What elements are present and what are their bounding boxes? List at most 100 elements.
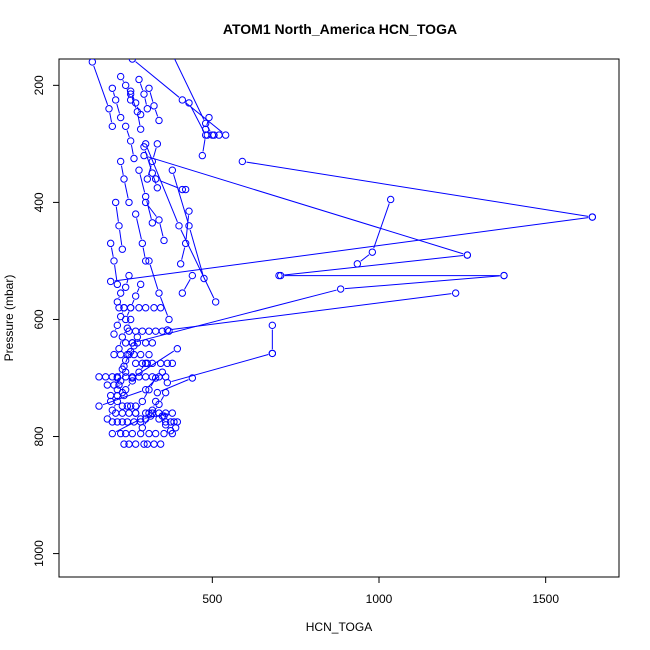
- series-46-segment-1: [113, 404, 116, 407]
- series-51-point-2: [158, 368, 167, 376]
- series-32-segment-0: [114, 265, 118, 281]
- data-point-27: [125, 409, 133, 417]
- series-40-point-2: [131, 292, 140, 300]
- data-point-62: [116, 350, 125, 359]
- data-point-11: [145, 429, 153, 438]
- series-36-point-1: [131, 99, 140, 107]
- series-38-point-0: [145, 84, 153, 92]
- data-point-78: [141, 304, 150, 312]
- series-35-point-1: [121, 81, 130, 90]
- series-19-segment-1: [185, 215, 190, 240]
- series-26-point-0: [141, 257, 150, 265]
- series-23-segment-0: [159, 223, 164, 237]
- series-40-segment-1: [131, 299, 135, 305]
- data-point-43: [95, 373, 103, 381]
- series-47-point-2: [135, 368, 143, 376]
- series-24-point-1: [148, 169, 157, 177]
- series-9-point-0: [188, 374, 197, 382]
- series-34-point-2: [116, 113, 125, 122]
- data-point-74: [115, 304, 123, 312]
- data-point-16: [108, 418, 117, 426]
- series-17-point-0: [200, 274, 208, 283]
- series-0-point-0: [386, 195, 395, 204]
- data-point-54: [131, 359, 140, 368]
- data-point-70: [145, 327, 153, 335]
- series-0-point-1: [368, 248, 377, 256]
- x-tick-label-1: 1000: [366, 592, 393, 606]
- series-16-segment-1: [146, 147, 178, 223]
- series-38-point-2: [155, 116, 163, 125]
- series-30-point-2: [116, 157, 125, 166]
- series-12-point-0: [198, 151, 207, 160]
- data-point-55: [138, 359, 147, 368]
- series-30-point-0: [125, 198, 133, 207]
- series-36-point-2: [136, 110, 145, 119]
- series-47-segment-0: [127, 383, 131, 387]
- data-point-45: [108, 373, 117, 381]
- series-48-point-3: [151, 374, 160, 382]
- series-11-point-2: [128, 59, 137, 63]
- data-point-28: [131, 409, 140, 417]
- series-9-point-1: [153, 388, 162, 397]
- data-point-56: [143, 359, 152, 368]
- series-46-point-2: [113, 397, 122, 406]
- series-5-point-1: [336, 285, 345, 293]
- series-15-point-1: [201, 119, 210, 128]
- series-16-point-0: [211, 298, 220, 306]
- series-28-point-0: [136, 125, 145, 133]
- series-27-segment-1: [153, 147, 157, 158]
- series-0-point-2: [353, 260, 362, 268]
- series-33-point-2: [108, 122, 117, 131]
- data-point-41: [110, 381, 118, 389]
- data-point-42: [115, 381, 123, 389]
- plot-area: [58, 58, 620, 578]
- series-18-point-2: [151, 175, 160, 183]
- series-6-point-1: [163, 326, 172, 334]
- series-41-point-1: [113, 321, 122, 330]
- series-17-point-2: [168, 166, 177, 174]
- series-42-point-3: [126, 315, 135, 324]
- series-0-segment-0: [373, 203, 390, 249]
- data-point-59: [163, 359, 172, 368]
- data-point-65: [136, 350, 145, 359]
- series-29-segment-1: [126, 130, 130, 138]
- series-20-point-1: [188, 271, 197, 280]
- series-3-segment-0: [283, 255, 464, 276]
- series-20-segment-0: [183, 278, 191, 290]
- series-42-segment-1: [123, 331, 126, 334]
- series-42-segment-0: [119, 340, 122, 345]
- y-tick-label-4: 1000: [32, 540, 46, 567]
- series-48-segment-1: [143, 393, 148, 399]
- series-37-point-2: [143, 105, 152, 113]
- series-40-segment-0: [126, 311, 130, 316]
- series-50-point-3: [141, 339, 150, 347]
- series-19-segment-0: [181, 247, 186, 260]
- data-point-69: [138, 327, 147, 335]
- series-48-point-1: [138, 397, 147, 406]
- series-22-point-1: [155, 289, 163, 297]
- y-tick-label-1: 400: [32, 192, 46, 212]
- series-43-segment-0: [125, 358, 128, 363]
- series-38-segment-0: [149, 92, 154, 102]
- data-point-82: [161, 418, 170, 426]
- series-50-point-2: [133, 339, 142, 347]
- data-point-40: [103, 381, 112, 389]
- series-52-point-2: [168, 409, 177, 417]
- series-18-point-0: [181, 185, 190, 194]
- series-41-point-0: [110, 330, 118, 338]
- series-26-segment-1: [136, 218, 142, 240]
- data-point-6: [156, 440, 165, 448]
- series-36-point-0: [126, 87, 135, 95]
- data-point-71: [151, 327, 160, 335]
- series-16-segment-0: [180, 229, 215, 299]
- y-axis: 200 400 600 800 1000: [32, 75, 59, 567]
- series-20-point-0: [178, 289, 187, 297]
- series-23-point-0: [160, 236, 168, 245]
- series-47-segment-2: [141, 366, 144, 370]
- series-30-segment-1: [120, 165, 124, 175]
- series-5-point-0: [500, 271, 508, 280]
- y-tick-label-3: 800: [32, 426, 46, 446]
- data-point-80: [156, 304, 165, 312]
- series-50-point-1: [128, 339, 137, 347]
